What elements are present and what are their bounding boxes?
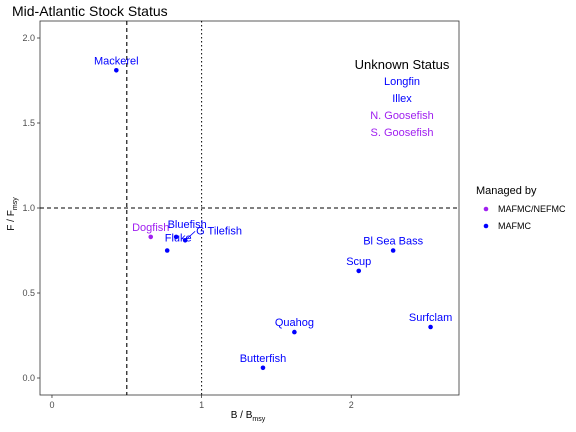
label-quahog: Quahog	[275, 317, 314, 329]
y-axis-title-main: F / F	[6, 210, 17, 231]
label-dogfish: Dogfish	[132, 222, 169, 234]
point-bl-sea-bass	[390, 248, 396, 253]
y-tick-label: 1.5	[22, 118, 35, 128]
x-axis-title: B / Bmsy	[231, 410, 266, 423]
label-bluefish: Bluefish	[168, 219, 207, 231]
point-mackerel	[114, 68, 119, 73]
unknown-status-items: Longfin Illex N. Goosefish S. Goosefish	[370, 76, 434, 139]
legend: Managed by MAFMC/NEFMC MAFMC	[476, 185, 566, 231]
point-quahog	[292, 329, 297, 335]
unknown-status-title: Unknown Status	[355, 57, 450, 72]
x-axis-title-main: B / B	[231, 410, 253, 421]
legend-key-0	[483, 206, 489, 212]
unknown-item-n-goosefish: N. Goosefish	[370, 110, 434, 122]
label-bl-sea-bass: Bl Sea Bass	[363, 236, 423, 248]
y-axis-title-sub: msy	[12, 197, 19, 210]
y-tick-label: 0.5	[22, 288, 35, 298]
chart-title: Mid-Atlantic Stock Status	[12, 3, 168, 19]
point-butterfish	[260, 365, 266, 371]
unknown-item-longfin: Longfin	[384, 76, 420, 88]
point-g-tilefish	[182, 238, 188, 243]
y-tick-label: 2.0	[22, 33, 35, 43]
legend-label-0: MAFMC/NEFMC	[498, 204, 566, 214]
legend-title: Managed by	[476, 185, 537, 197]
x-tick-label: 1	[199, 400, 204, 410]
x-axis-title-sub: msy	[252, 416, 265, 423]
label-mackerel: Mackerel	[94, 55, 139, 67]
label-g-tilefish: G Tilefish	[196, 225, 242, 237]
label-fluke: Fluke	[165, 233, 192, 245]
label-surfclam: Surfclam	[409, 312, 452, 324]
point-scup	[356, 268, 362, 274]
legend-items: MAFMC/NEFMC MAFMC	[483, 204, 566, 231]
y-axis-ticks: 0.0 0.5 1.0 1.5 2.0	[22, 33, 40, 383]
x-axis-ticks: 0 1 2	[49, 395, 354, 410]
point-bluefish	[173, 234, 179, 240]
label-scup: Scup	[346, 256, 371, 268]
y-tick-label: 1.0	[22, 203, 35, 213]
point-dogfish	[148, 234, 154, 240]
unknown-status-box: Unknown Status Longfin Illex N. Goosefish S…	[355, 57, 450, 139]
x-tick-label: 2	[349, 400, 354, 410]
reference-lines	[40, 21, 459, 395]
unknown-item-s-goosefish: S. Goosefish	[371, 127, 434, 139]
y-axis-title: F / Fmsy	[6, 197, 19, 231]
data-points	[114, 68, 433, 371]
legend-key-1	[483, 223, 489, 229]
x-tick-label: 0	[49, 400, 54, 410]
point-fluke	[164, 248, 170, 253]
unknown-item-illex: Illex	[392, 93, 412, 105]
legend-label-1: MAFMC	[498, 221, 531, 231]
y-tick-label: 0.0	[22, 373, 35, 383]
label-butterfish: Butterfish	[240, 353, 286, 365]
point-surfclam	[428, 324, 433, 330]
